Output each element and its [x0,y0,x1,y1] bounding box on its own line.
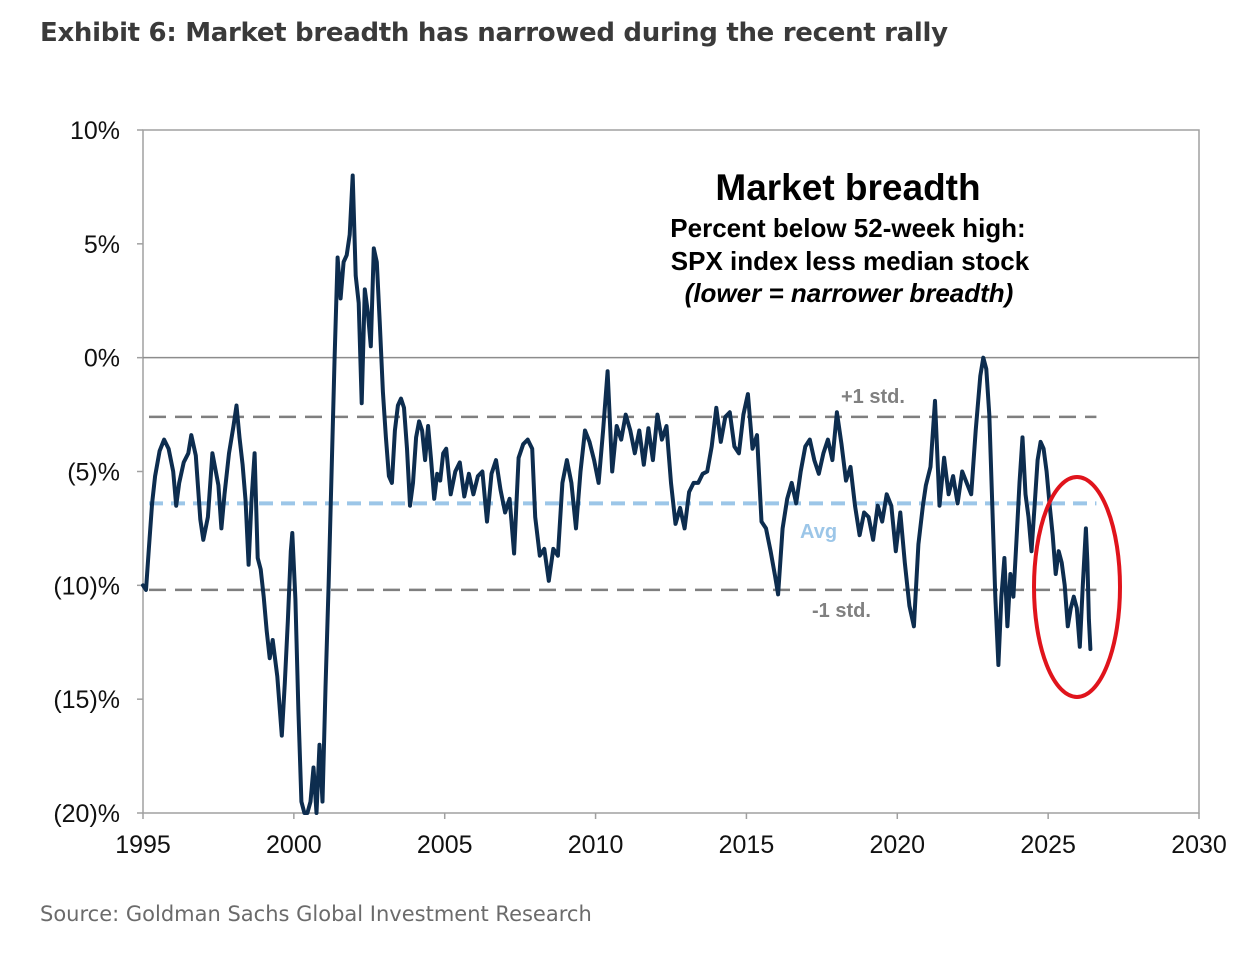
y-tick-label: 0% [84,345,120,373]
source-note: Source: Goldman Sachs Global Investment … [40,902,592,926]
chart-subtitle-line-1: Percent below 52-week high: [670,213,1025,243]
avg-label: Avg [800,521,837,543]
x-tick-label: 2030 [1171,831,1227,859]
x-tick-label: 2000 [266,831,322,859]
chart-title: Market breadth [715,167,980,208]
exhibit-title: Exhibit 6: Market breadth has narrowed d… [40,18,948,48]
y-tick-label: (10)% [53,572,120,600]
chart-subtitle-line-2: SPX index less median stock [671,246,1030,276]
x-tick-label: 2025 [1020,831,1076,859]
plus-one-std-label: +1 std. [841,386,905,408]
y-tick-label: (15)% [53,686,120,714]
x-tick-label: 2020 [869,831,925,859]
x-tick-label: 2015 [719,831,775,859]
market-breadth-series-line [141,173,1093,815]
reference-lines [149,415,1097,592]
y-tick-label: 5% [84,231,120,259]
x-tick-label: 2005 [417,831,473,859]
y-tick-label: 10% [70,117,120,145]
y-axis-ticks: 10% 5% 0% (5)% (10)% (15)% (20)% [53,117,143,828]
x-tick-label: 1995 [115,831,171,859]
highlight-circle [1032,475,1122,699]
y-tick-label: (5)% [67,459,120,487]
y-tick-label: (20)% [53,800,120,828]
chart-subtitle-note: (lower = narrower breadth) [685,278,1014,308]
x-axis-ticks: 1995 2000 2005 2010 2015 2020 2025 2030 [115,813,1227,859]
minus-one-std-label: -1 std. [812,600,871,622]
x-tick-label: 2010 [568,831,624,859]
